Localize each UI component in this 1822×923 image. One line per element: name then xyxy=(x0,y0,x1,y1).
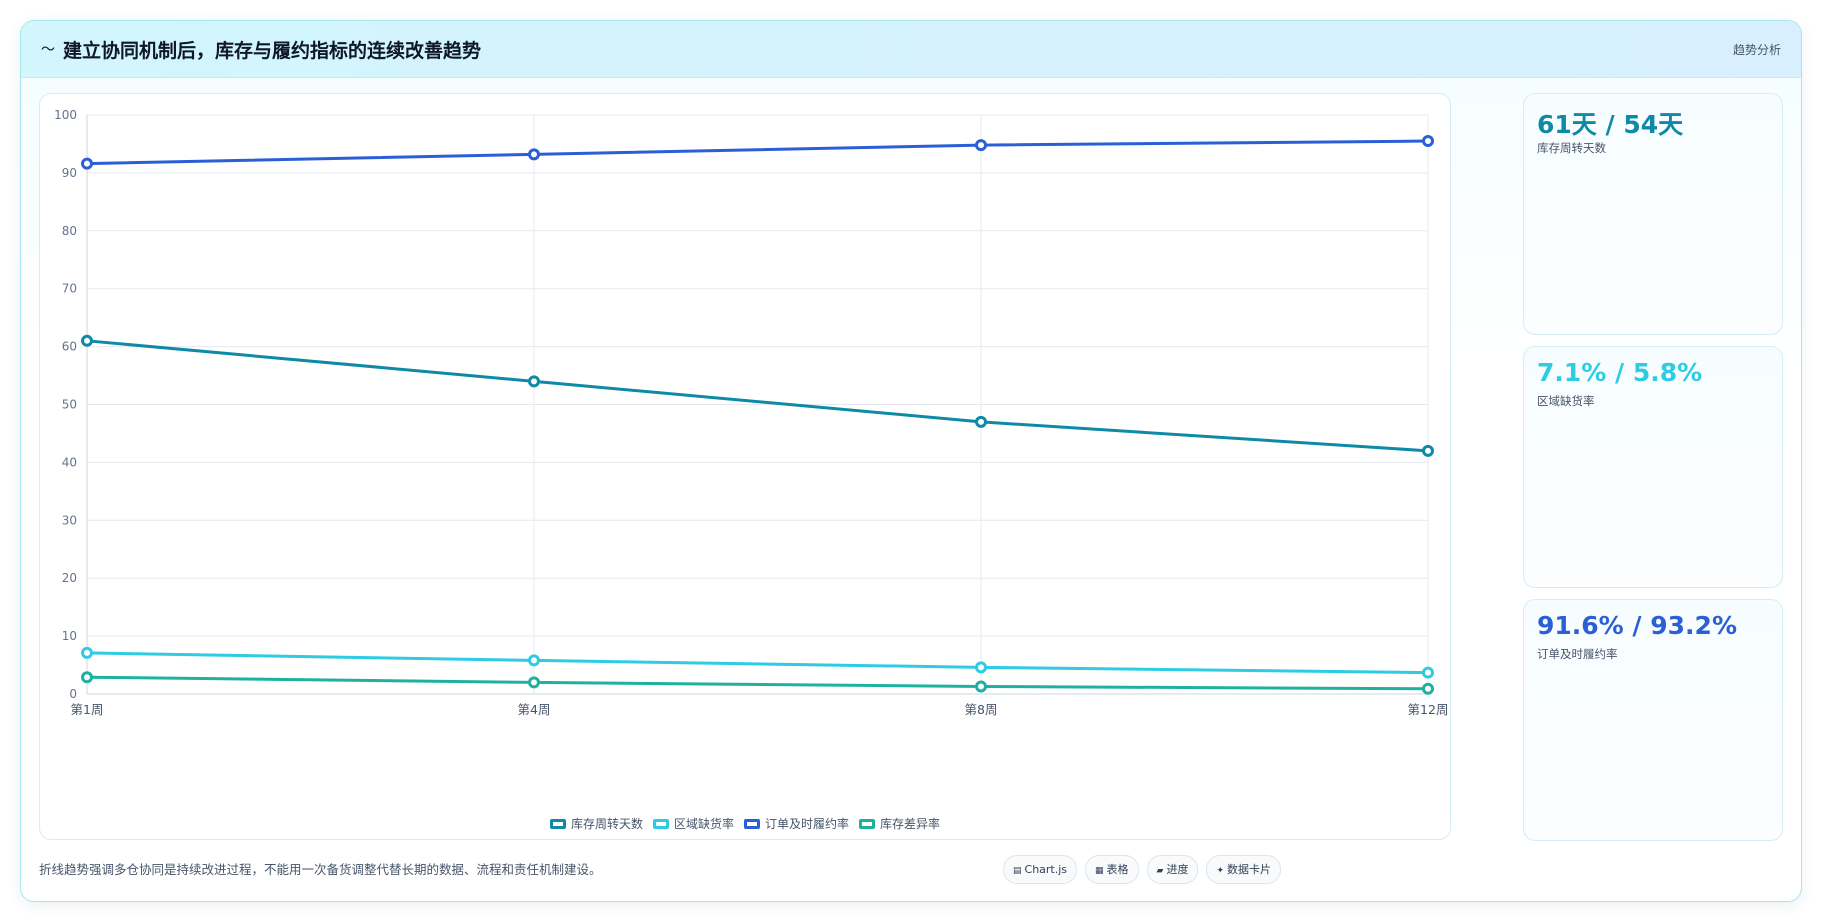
chip-label: 数据卡片 xyxy=(1227,863,1272,876)
data-point xyxy=(975,139,987,152)
data-point xyxy=(528,148,540,161)
table-icon: ▦ xyxy=(1095,866,1104,876)
data-point xyxy=(1422,682,1434,695)
data-point xyxy=(81,157,93,170)
kpi-label: 区域缺货率 xyxy=(1537,394,1595,408)
data-point xyxy=(1422,135,1434,148)
data-point xyxy=(975,661,987,674)
data-point xyxy=(81,646,93,659)
x-tick-label: 第4周 xyxy=(518,702,551,717)
chip-label: 表格 xyxy=(1106,863,1129,876)
legend-item[interactable]: 订单及时履约率 xyxy=(744,815,849,832)
y-tick-label: 50 xyxy=(62,398,77,412)
kpi-card-fulfillment-rate: 91.6% / 93.2% 订单及时履约率 xyxy=(1523,599,1783,841)
data-point xyxy=(528,375,540,388)
chip-table[interactable]: ▦ 表格 xyxy=(1085,855,1139,884)
y-tick-label: 80 xyxy=(62,224,77,238)
y-tick-label: 10 xyxy=(62,629,77,643)
chip-label: Chart.js xyxy=(1024,863,1068,876)
legend-swatch xyxy=(744,818,760,829)
series-line xyxy=(86,339,1429,453)
header-tag: 趋势分析 xyxy=(1732,43,1781,57)
kpi-value: 91.6% / 93.2% xyxy=(1537,611,1737,640)
kpi-value: 61天 / 54天 xyxy=(1537,110,1684,139)
series-line xyxy=(86,675,1429,691)
chip-data-card[interactable]: ✦ 数据卡片 xyxy=(1206,855,1282,884)
footer-note: 折线趋势强调多仓协同是持续改进过程，不能用一次备货调整代替长期的数据、流程和责任… xyxy=(39,862,602,877)
trend-card: 〜 建立协同机制后，库存与履约指标的连续改善趋势 趋势分析 0 10 20 30 40 5… xyxy=(20,20,1802,902)
legend-item[interactable]: 库存周转天数 xyxy=(549,815,643,832)
progress-icon: ▰ xyxy=(1156,866,1164,876)
page-title: 建立协同机制后，库存与履约指标的连续改善趋势 xyxy=(63,40,482,62)
x-tick-label: 第8周 xyxy=(965,702,998,717)
data-point xyxy=(975,680,987,693)
y-tick-label: 30 xyxy=(62,513,77,527)
legend-item[interactable]: 区域缺货率 xyxy=(652,815,734,832)
y-tick-label: 60 xyxy=(62,340,77,354)
legend-label: 订单及时履约率 xyxy=(765,817,850,831)
kpi-value: 7.1% / 5.8% xyxy=(1537,358,1703,387)
data-point xyxy=(1422,666,1434,679)
y-tick-label: 70 xyxy=(62,282,77,296)
kpi-label: 库存周转天数 xyxy=(1537,141,1606,155)
data-point xyxy=(81,671,93,684)
series-line xyxy=(86,651,1429,675)
legend-swatch xyxy=(652,818,669,829)
y-tick-label: 100 xyxy=(54,108,77,122)
chart-legend: 库存周转天数 区域缺货率 订单及时履约率 库存差异率 xyxy=(40,815,1450,832)
chart-icon: ▤ xyxy=(1013,866,1022,876)
legend-label: 库存差异率 xyxy=(880,817,941,831)
data-point xyxy=(1422,444,1434,457)
legend-swatch xyxy=(549,818,566,829)
sparkle-icon: ✦ xyxy=(1216,866,1225,876)
card-header: 〜 建立协同机制后，库存与履约指标的连续改善趋势 趋势分析 xyxy=(21,21,1801,78)
chart-panel: 0 10 20 30 40 50 60 70 80 90 100 第1周 第4周 第8周 第12周 库存周转… xyxy=(39,93,1451,840)
series-line xyxy=(86,139,1429,166)
data-point xyxy=(528,654,540,667)
legend-label: 区域缺货率 xyxy=(673,817,734,831)
chip-group: ▤ Chart.js ▦ 表格 ▰ 进度 ✦ 数据卡片 xyxy=(1003,855,1282,884)
chip-chartjs[interactable]: ▤ Chart.js xyxy=(1003,855,1078,884)
trend-line-icon: 〜 xyxy=(41,42,55,58)
data-point xyxy=(81,334,93,347)
legend-swatch xyxy=(859,818,876,829)
legend-item[interactable]: 库存差异率 xyxy=(859,815,940,832)
x-tick-label: 第1周 xyxy=(71,702,104,717)
chip-progress[interactable]: ▰ 进度 xyxy=(1146,855,1199,884)
y-tick-label: 90 xyxy=(62,166,77,180)
y-tick-label: 40 xyxy=(62,455,77,469)
y-tick-label: 20 xyxy=(62,571,77,585)
chip-label: 进度 xyxy=(1166,863,1189,876)
kpi-label: 订单及时履约率 xyxy=(1537,647,1618,661)
kpi-card-stockout-rate: 7.1% / 5.8% 区域缺货率 xyxy=(1523,346,1783,588)
y-tick-label: 0 xyxy=(69,687,77,701)
legend-label: 库存周转天数 xyxy=(570,817,643,831)
x-tick-label: 第12周 xyxy=(1408,702,1449,717)
line-chart: 0 10 20 30 40 50 60 70 80 90 100 第1周 第4周 第8周 第12周 xyxy=(54,108,1449,717)
kpi-card-inventory-turnover: 61天 / 54天 库存周转天数 xyxy=(1523,93,1783,335)
data-point xyxy=(975,415,987,428)
data-point xyxy=(528,676,540,689)
